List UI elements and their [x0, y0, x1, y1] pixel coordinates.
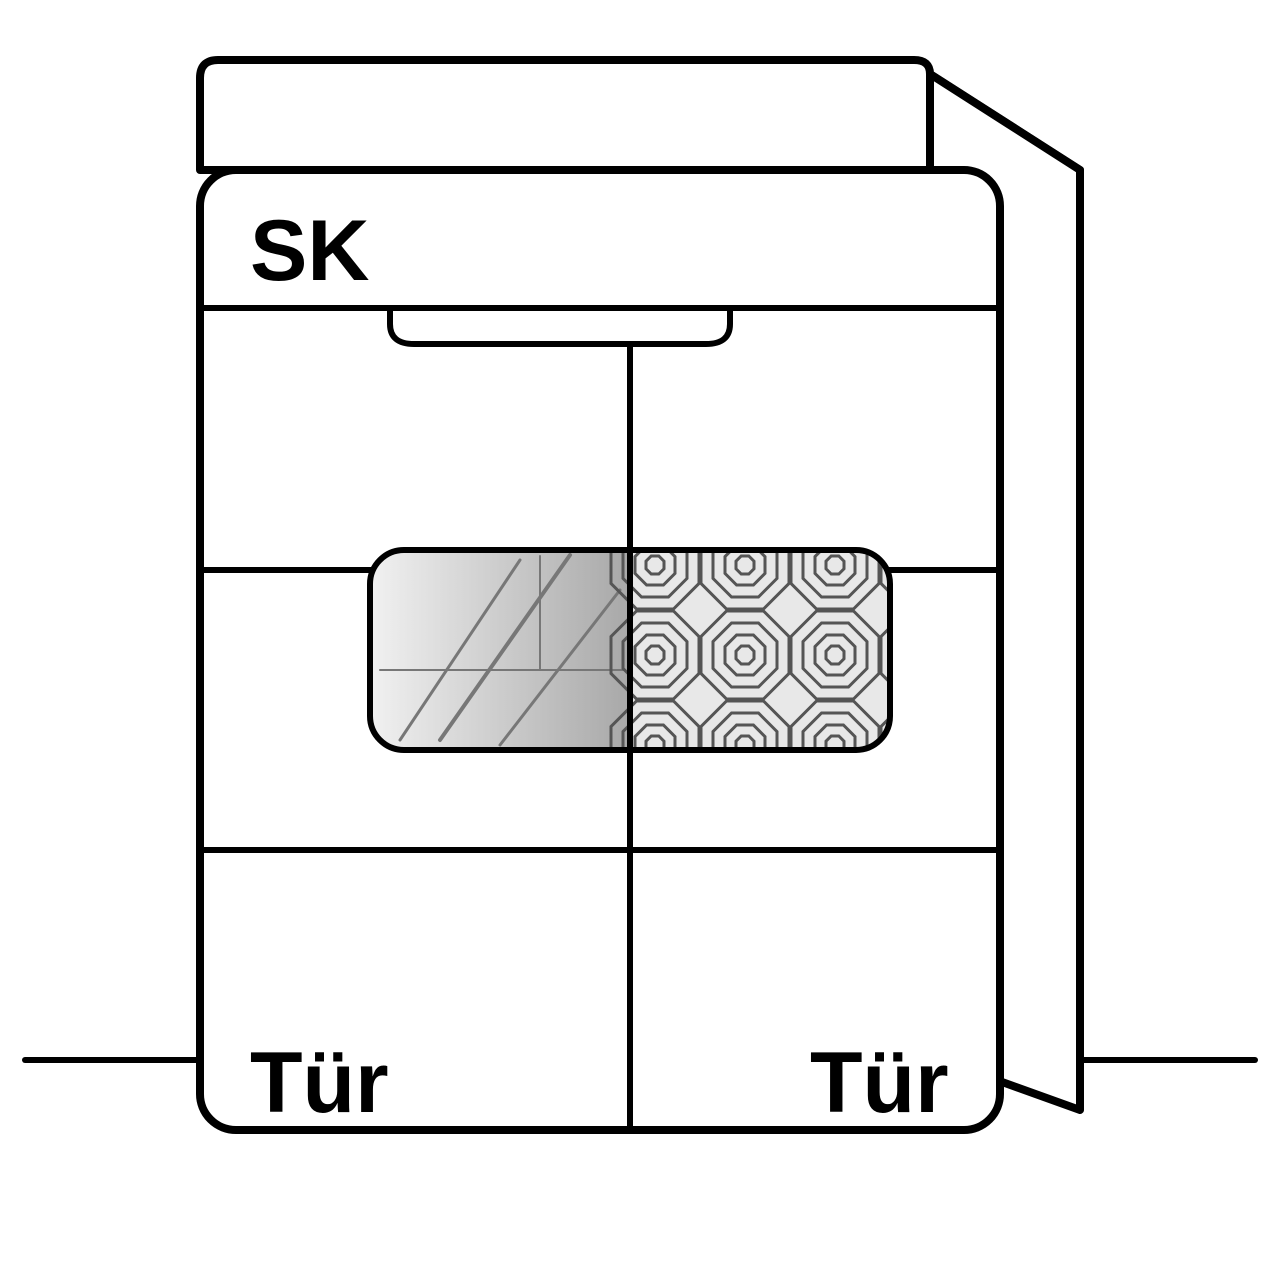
glass-pane-left [370, 550, 630, 750]
drawer-handle-notch [390, 308, 730, 344]
label-tuer-right: Tür [810, 1035, 949, 1131]
label-tuer-left: Tür [250, 1035, 389, 1131]
label-sk: SK [250, 203, 369, 299]
cabinet-diagram: SK Tür Tür [0, 0, 1280, 1280]
